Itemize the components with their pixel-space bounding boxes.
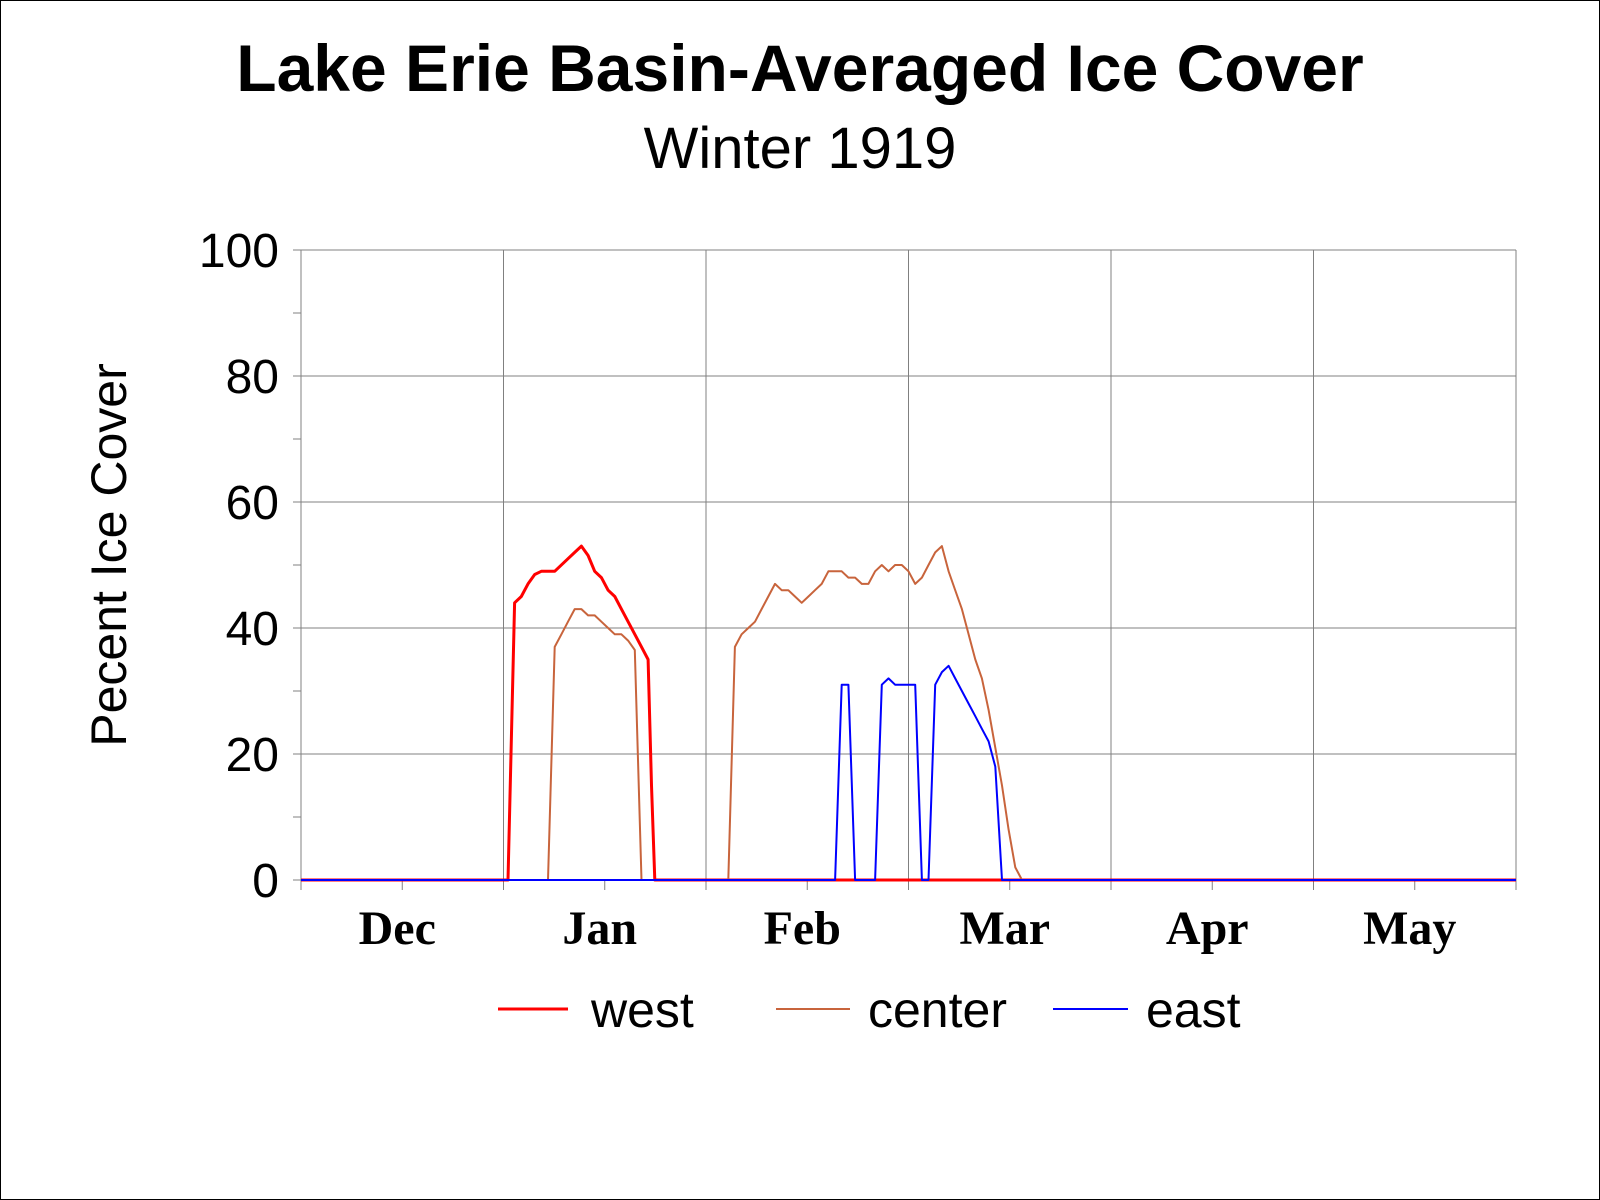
series-lines: [301, 544, 1516, 882]
axes: [293, 249, 1517, 890]
legend: west center east: [498, 982, 1241, 1038]
x-axis-ticks: Dec Jan Feb Mar Apr May: [359, 902, 1457, 955]
y-tick-label: 60: [226, 477, 279, 530]
legend-label-center: center: [868, 982, 1007, 1038]
x-tick-label: May: [1363, 902, 1456, 955]
y-tick-label: 20: [226, 729, 279, 782]
x-tick-label: Feb: [764, 902, 841, 955]
x-tick-label: Dec: [359, 902, 436, 955]
legend-label-west: west: [590, 982, 694, 1038]
y-tick-label: 80: [226, 351, 279, 404]
x-tick-label: Apr: [1166, 902, 1249, 955]
series-line-west: [301, 544, 1516, 882]
y-tick-label: 0: [252, 855, 279, 908]
x-tick-label: Mar: [959, 902, 1050, 955]
grid: [300, 249, 1517, 881]
y-axis-ticks: 0 20 40 60 80 100: [199, 225, 279, 908]
x-tick-label: Jan: [562, 902, 637, 955]
y-tick-label: 100: [199, 225, 279, 278]
y-tick-label: 40: [226, 603, 279, 656]
legend-label-east: east: [1146, 982, 1241, 1038]
chart-title: Lake Erie Basin-Averaged Ice Cover: [236, 31, 1364, 105]
series-line-east: [301, 664, 1516, 881]
series-line-center: [301, 545, 1516, 881]
chart-subtitle: Winter 1919: [643, 116, 957, 181]
y-axis-label: Pecent Ice Cover: [81, 363, 137, 747]
